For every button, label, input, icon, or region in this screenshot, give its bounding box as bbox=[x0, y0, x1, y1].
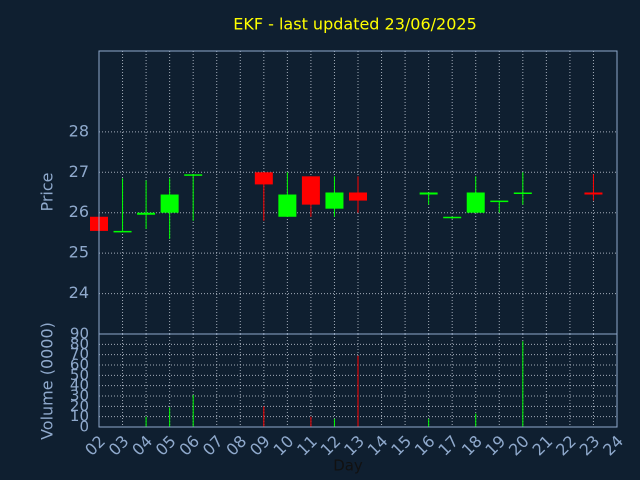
chart-title: EKF - last updated 23/06/2025 bbox=[233, 15, 477, 34]
candle-body bbox=[113, 230, 132, 233]
y-axis-label: Price bbox=[38, 172, 57, 211]
candle-body bbox=[419, 192, 438, 195]
volume-tick-label: 40 bbox=[70, 376, 89, 394]
volume-tick-label: 50 bbox=[70, 366, 89, 384]
candle-body bbox=[490, 200, 509, 203]
y-tick-label: 27 bbox=[69, 162, 89, 181]
candle-body bbox=[160, 194, 179, 213]
volume-tick-label: 90 bbox=[70, 325, 89, 343]
candle-body bbox=[184, 174, 203, 176]
y-tick-label: 26 bbox=[69, 202, 89, 221]
volume-tick-label: 0 bbox=[79, 418, 89, 436]
candle-body bbox=[301, 176, 320, 205]
candle-body bbox=[325, 192, 344, 209]
x-axis-label: Day bbox=[333, 457, 363, 475]
volume-tick-label: 60 bbox=[70, 356, 89, 374]
y-tick-label: 25 bbox=[69, 243, 89, 262]
y-tick-label: 24 bbox=[69, 283, 89, 302]
candle-body bbox=[278, 194, 297, 217]
candle-body bbox=[254, 172, 273, 185]
candle-body bbox=[584, 192, 603, 195]
volume-tick-label: 30 bbox=[70, 387, 89, 405]
volume-tick-label: 70 bbox=[70, 345, 89, 363]
volume-tick-label: 80 bbox=[70, 335, 89, 353]
y-tick-label: 28 bbox=[69, 121, 89, 140]
candle-body bbox=[443, 216, 462, 219]
volume-panel-frame bbox=[98, 333, 618, 428]
volume-tick-label: 20 bbox=[70, 397, 89, 415]
x-tick-label: 24 bbox=[599, 432, 627, 460]
volume-axis-label: Volume (0000) bbox=[38, 322, 57, 440]
volume-tick-label: 10 bbox=[70, 407, 89, 425]
candle-body bbox=[466, 192, 485, 213]
candle-body bbox=[137, 212, 156, 215]
candle-body bbox=[513, 192, 532, 194]
candle-body bbox=[349, 192, 367, 201]
